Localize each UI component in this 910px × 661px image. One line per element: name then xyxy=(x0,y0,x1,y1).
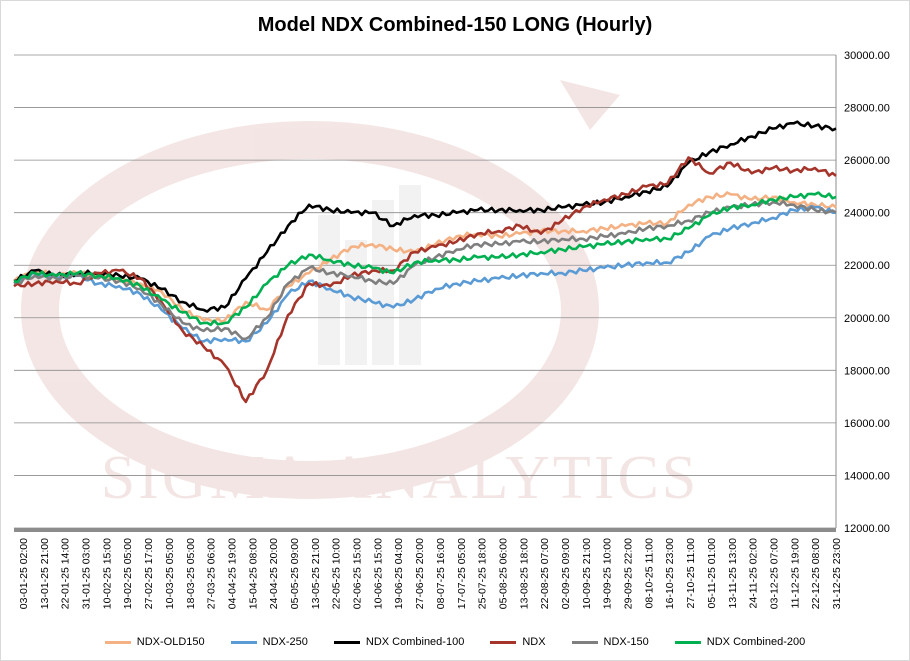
x-tick-label: 13-11-25 13:00 xyxy=(727,538,739,609)
x-tick-label: 27-06-25 20:00 xyxy=(414,538,426,609)
series-line xyxy=(13,191,837,327)
x-tick-label: 11-12-25 19:00 xyxy=(789,538,801,609)
y-tick-label: 22000.00 xyxy=(844,260,890,272)
legend-label: NDX Combined-200 xyxy=(706,636,806,648)
x-tick-label: 22-05-25 10:00 xyxy=(331,538,343,609)
legend: NDX-OLD150 NDX-250 NDX Combined-100 NDX NDX-… xyxy=(0,634,910,650)
x-tick-label: 19-02-25 05:00 xyxy=(122,538,134,609)
x-tick-label: 16-10-25 23:00 xyxy=(664,538,676,609)
x-tick-label: 19-06-25 04:00 xyxy=(393,538,405,609)
x-tick-label: 03-01-25 02:00 xyxy=(18,538,30,609)
x-tick-label: 04-04-25 19:00 xyxy=(227,538,239,609)
x-tick-label: 22-12-25 08:00 xyxy=(810,538,822,609)
x-tick-label: 05-05-25 09:00 xyxy=(289,538,301,609)
x-tick-label: 10-02-25 15:00 xyxy=(101,538,113,609)
x-tick-label: 05-11-25 01:00 xyxy=(706,538,718,609)
legend-label: NDX-250 xyxy=(262,636,308,648)
series-line xyxy=(13,204,836,345)
y-tick-label: 12000.00 xyxy=(844,523,890,535)
legend-label: NDX xyxy=(522,636,546,648)
x-tick-label: 02-09-25 09:00 xyxy=(560,538,572,609)
x-tick-label: 31-01-25 03:00 xyxy=(81,538,93,609)
legend-item: NDX-250 xyxy=(230,634,308,650)
y-tick-label: 14000.00 xyxy=(844,470,890,482)
legend-swatch xyxy=(230,640,257,644)
y-tick-label: 24000.00 xyxy=(844,208,890,220)
y-tick-label: 16000.00 xyxy=(844,418,890,430)
y-tick-label: 20000.00 xyxy=(844,313,890,325)
x-tick-label: 22-08-25 07:00 xyxy=(539,538,551,609)
x-tick-label: 22-01-25 14:00 xyxy=(60,538,72,609)
series-line xyxy=(13,120,837,313)
x-tick-label: 24-11-25 02:00 xyxy=(748,538,760,609)
watermark-swoosh xyxy=(21,121,599,499)
legend-label: NDX Combined-100 xyxy=(365,636,465,648)
x-tick-label: 10-06-25 15:00 xyxy=(372,538,384,609)
legend-label: NDX-OLD150 xyxy=(136,636,205,648)
y-tick-label: 30000.00 xyxy=(844,50,890,62)
legend-swatch xyxy=(333,640,360,644)
watermark-text: SIGMA ANALYTICS xyxy=(101,444,700,512)
x-tick-label: 05-08-25 06:00 xyxy=(498,538,510,609)
x-axis: 03-01-25 02:00 13-01-25 21:00 22-01-25 14:… xyxy=(18,538,843,609)
legend-swatch xyxy=(674,640,701,644)
x-tick-label: 15-04-25 08:00 xyxy=(247,538,259,609)
x-tick-label: 18-03-25 05:00 xyxy=(185,538,197,609)
legend-item: NDX Combined-200 xyxy=(674,634,806,650)
x-tick-label: 13-05-25 21:00 xyxy=(310,538,322,609)
x-tick-label: 10-09-25 21:00 xyxy=(581,538,593,609)
x-tick-label: 08-10-25 11:00 xyxy=(643,538,655,609)
x-tick-label: 19-09-25 10:00 xyxy=(602,538,614,609)
watermark-arrowhead xyxy=(560,80,620,130)
x-tick-label: 03-12-25 07:00 xyxy=(769,538,781,609)
x-tick-label: 10-03-25 05:00 xyxy=(164,538,176,609)
x-tick-label: 08-07-25 16:00 xyxy=(435,538,447,609)
y-axis: 30000.00 28000.00 26000.00 24000.00 22000.00… xyxy=(835,50,890,535)
x-tick-label: 27-03-25 06:00 xyxy=(206,538,218,609)
series-layer xyxy=(13,120,837,404)
chart-title: Model NDX Combined-150 LONG (Hourly) xyxy=(257,14,653,36)
x-tick-label: 02-06-25 15:00 xyxy=(352,538,364,609)
series-line xyxy=(13,156,837,404)
y-tick-label: 26000.00 xyxy=(844,155,890,167)
x-tick-label: 17-07-25 05:00 xyxy=(456,538,468,609)
x-tick-label: 31-12-25 23:00 xyxy=(831,538,843,609)
x-tick-label: 13-01-25 21:00 xyxy=(39,538,51,609)
x-tick-label: 29-09-25 22:00 xyxy=(623,538,635,609)
legend-label: NDX-150 xyxy=(603,636,649,648)
watermark: SIGMA ANALYTICS xyxy=(21,80,700,512)
watermark-bar xyxy=(399,185,421,365)
legend-item: NDX-OLD150 xyxy=(104,634,205,650)
legend-swatch xyxy=(571,640,598,644)
x-tick-label: 27-10-25 11:00 xyxy=(685,538,697,609)
legend-swatch xyxy=(104,640,131,644)
y-tick-label: 28000.00 xyxy=(844,103,890,115)
x-tick-label: 25-07-25 18:00 xyxy=(477,538,489,609)
legend-item: NDX Combined-100 xyxy=(333,634,465,650)
x-tick-label: 27-02-25 17:00 xyxy=(143,538,155,609)
watermark-bar xyxy=(345,240,367,365)
legend-item: NDX-150 xyxy=(571,634,649,650)
x-tick-label: 13-08-25 18:00 xyxy=(518,538,530,609)
legend-swatch xyxy=(490,640,517,644)
legend-item: NDX xyxy=(490,634,546,650)
y-tick-label: 18000.00 xyxy=(844,365,890,377)
x-tick-label: 24-04-25 20:00 xyxy=(268,538,280,609)
